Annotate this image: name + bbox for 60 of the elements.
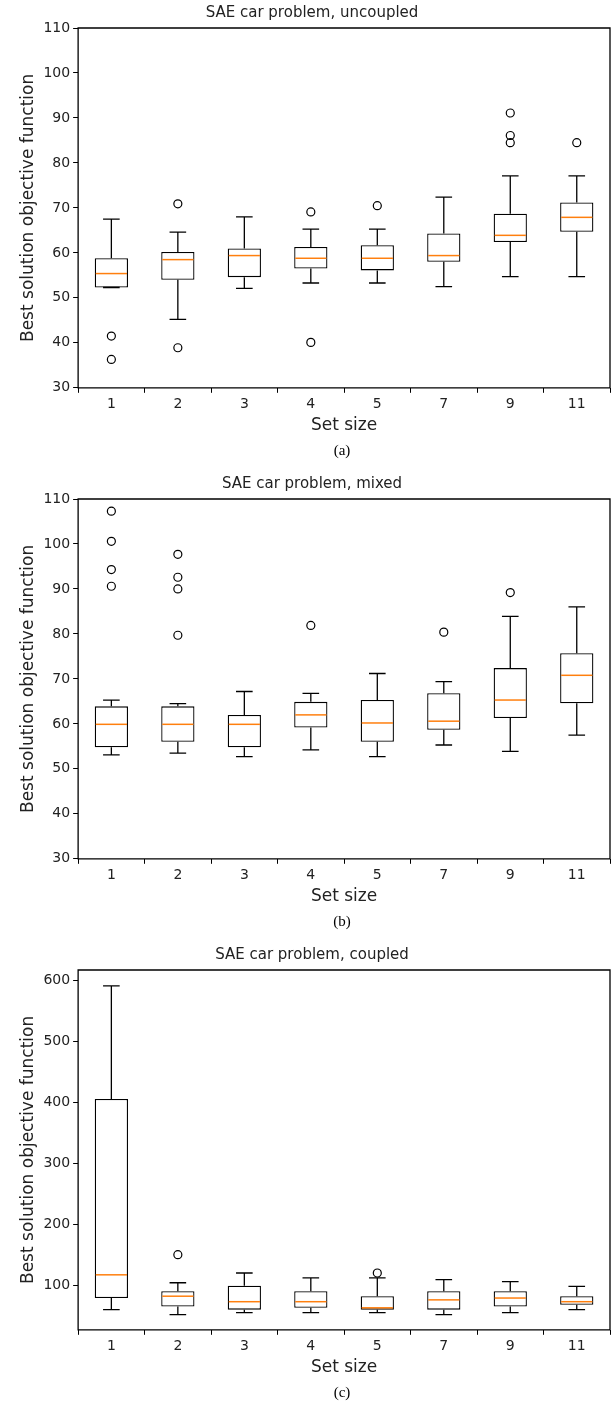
x-tick-label: 4: [306, 1336, 316, 1353]
y-tick-label: 110: [43, 489, 71, 506]
x-axis-title: Set size: [310, 885, 378, 906]
y-tick-label: 80: [52, 624, 71, 641]
y-tick-label: 70: [52, 669, 71, 686]
y-tick-label: 110: [43, 18, 71, 35]
x-tick-label: 3: [239, 1336, 249, 1353]
x-tick-label: 3: [239, 394, 249, 411]
y-tick-label: 100: [43, 534, 71, 551]
x-tick-label: 1: [106, 1336, 116, 1353]
y-tick-label: 30: [52, 849, 71, 866]
x-tick-label: 9: [505, 394, 515, 411]
text: (b): [332, 913, 352, 930]
x-tick-label: 2: [173, 865, 183, 882]
y-tick-label: 600: [43, 971, 71, 988]
text: (c): [332, 1384, 352, 1401]
x-tick-label: 5: [372, 865, 382, 882]
chart-title: SAE car problem, coupled: [215, 944, 409, 963]
y-tick-label: 40: [52, 804, 71, 821]
x-tick-label: 5: [372, 1336, 382, 1353]
y-tick-label: 70: [52, 198, 71, 215]
y-tick-label: 200: [43, 1215, 71, 1232]
y-tick-label: 90: [52, 579, 71, 596]
y-tick-label: 60: [52, 714, 71, 731]
x-tick-label: 5: [372, 394, 382, 411]
x-axis-title: Set size: [310, 414, 378, 435]
y-axis-title: Best solution objective function: [16, 73, 37, 343]
y-tick-label: 100: [43, 1276, 71, 1293]
y-tick-label: 100: [43, 63, 71, 80]
y-tick-label: 60: [52, 243, 71, 260]
x-tick-label: 11: [567, 865, 586, 882]
x-tick-label: 9: [505, 1336, 515, 1353]
chart-title: SAE car problem, uncoupled: [205, 2, 419, 21]
y-tick-label: 30: [52, 378, 71, 395]
x-tick-label: 11: [567, 1336, 586, 1353]
y-axis-title: Best solution objective function: [16, 544, 37, 814]
x-tick-label: 7: [439, 865, 449, 882]
y-tick-label: 40: [52, 333, 71, 350]
text: (a): [332, 442, 352, 459]
y-tick-label: 90: [52, 108, 71, 125]
y-tick-label: 50: [52, 288, 71, 305]
x-tick-label: 2: [173, 1336, 183, 1353]
x-tick-label: 4: [306, 394, 316, 411]
chart-title: SAE car problem, mixed: [221, 473, 403, 492]
y-tick-label: 400: [43, 1093, 71, 1110]
y-tick-label: 80: [52, 153, 71, 170]
x-tick-label: 1: [106, 394, 116, 411]
x-axis-title: Set size: [310, 1356, 378, 1377]
y-tick-label: 300: [43, 1154, 71, 1171]
x-tick-label: 7: [439, 1336, 449, 1353]
y-tick-label: 50: [52, 759, 71, 776]
y-axis-title: Best solution objective function: [16, 1015, 37, 1285]
x-tick-label: 4: [306, 865, 316, 882]
x-tick-label: 7: [439, 394, 449, 411]
x-tick-label: 1: [106, 865, 116, 882]
y-tick-label: 500: [43, 1032, 71, 1049]
x-tick-label: 11: [567, 394, 586, 411]
x-tick-label: 2: [173, 394, 183, 411]
x-tick-label: 9: [505, 865, 515, 882]
x-tick-label: 3: [239, 865, 249, 882]
